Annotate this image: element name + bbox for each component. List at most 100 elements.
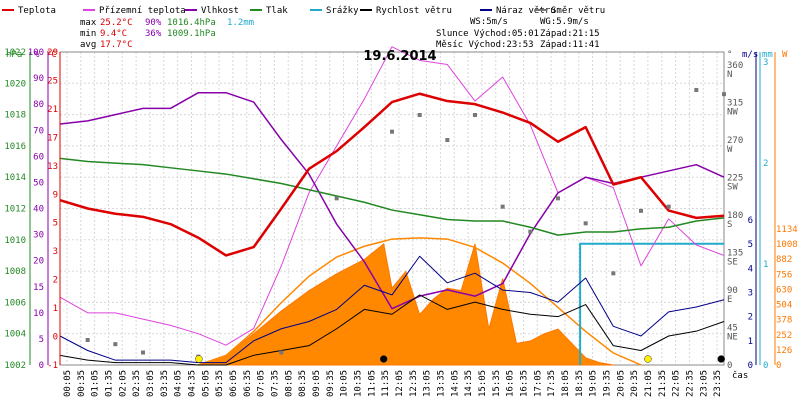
x-axis-label: čas [732, 370, 748, 381]
chart-title: 19.6.2014 [363, 49, 436, 64]
c-unit: °C [46, 50, 57, 60]
x-axis-tick: 07:05 [257, 370, 267, 397]
pct-unit: % [34, 50, 40, 60]
c-axis-tick: 29 [47, 48, 58, 58]
dir-axis-tick-label: NE [727, 333, 738, 343]
x-axis-tick: 03:35 [160, 370, 170, 397]
stats-max-temp: 25.2°C [100, 18, 133, 28]
x-axis-tick: 02:05 [118, 370, 128, 397]
x-axis-tick: 02:35 [132, 370, 142, 397]
hpa-axis-tick: 1004 [4, 330, 26, 340]
w-axis-tick: 504 [776, 301, 792, 311]
w-axis-tick: 756 [776, 270, 792, 280]
w-axis-tick: 1134 [776, 225, 798, 235]
moonrise-marker [379, 355, 388, 363]
sunrise-marker [195, 355, 203, 363]
wind-dir-point [113, 342, 118, 347]
pct-axis-tick: 10 [33, 309, 44, 319]
x-axis-tick: 12:05 [395, 370, 405, 397]
wind-dir-point [85, 338, 90, 342]
w-unit: W [782, 50, 788, 60]
stats-moon-set: Západ:11:41 [540, 40, 600, 50]
pressure-line [59, 157, 725, 236]
wind-dir-point [583, 221, 588, 226]
dir-axis-tick-label: SE [727, 258, 738, 268]
c-axis-tick: 3 [53, 247, 58, 257]
x-axis-tick: 15:35 [492, 370, 502, 397]
w-axis-tick: 882 [776, 255, 792, 265]
w-axis-tick: 1008 [776, 240, 798, 250]
x-axis-tick: 11:05 [367, 370, 377, 397]
dir-axis-tick: 135 [727, 249, 743, 259]
w-axis-tick: 126 [776, 346, 792, 356]
legend-label: Přízemní teplota [99, 6, 186, 16]
pct-axis-tick: 40 [33, 205, 44, 215]
hpa-axis-tick: 1006 [4, 298, 26, 308]
x-axis-tick: 15:05 [478, 370, 488, 397]
legend-label: Rychlost větru [376, 6, 452, 16]
w-axis-tick: 0 [776, 361, 781, 371]
hpa-axis-tick: 1012 [4, 205, 26, 215]
mm-axis-tick: 2 [763, 159, 768, 169]
dir-axis-tick-label: SW [727, 183, 738, 193]
humidity-line [59, 91, 725, 310]
pct-axis-tick: 5 [39, 335, 44, 345]
x-axis-tick: 00:05 [63, 370, 73, 397]
stats-min-label: min [80, 29, 96, 39]
x-axis-tick: 19:05 [589, 370, 599, 397]
hpa-axis-tick: 1010 [4, 236, 26, 246]
c-axis-tick: 25 [47, 76, 58, 86]
x-axis-tick: 06:05 [229, 370, 239, 397]
legend-label: Teplota [18, 6, 56, 16]
dir-axis-tick-label: N [727, 70, 732, 80]
x-axis-tick: 04:35 [187, 370, 197, 397]
wind-dir-point [694, 88, 699, 92]
ms-axis-tick: 3 [748, 289, 753, 299]
x-axis-tick: 07:35 [270, 370, 280, 397]
ms-axis-tick: 2 [748, 313, 753, 323]
x-axis-tick: 23:35 [713, 370, 723, 397]
x-axis-tick: 08:35 [298, 370, 308, 397]
dir-axis-tick: 315 [727, 99, 743, 109]
hpa-axis-tick: 1002 [4, 361, 26, 371]
wind-dir-point [334, 196, 339, 201]
wind-dir-point [279, 350, 284, 355]
moonset-marker [717, 355, 725, 363]
ms-axis-tick: 1 [748, 337, 753, 347]
wind-dir-point [528, 229, 533, 234]
stats-min-hum: 36% [145, 29, 162, 39]
pct-axis-tick: 20 [33, 257, 44, 267]
mm-axis-tick: 3 [763, 58, 768, 68]
dir-axis-tick-label: NW [727, 108, 738, 118]
w-axis-tick: 378 [776, 316, 792, 326]
wind-dir-point [141, 350, 145, 355]
x-axis-tick: 13:35 [436, 370, 446, 397]
wind-dir-point [390, 129, 394, 134]
ms-axis-tick: 6 [748, 216, 753, 226]
dir-axis-tick: 270 [727, 136, 743, 146]
legend-label: Tlak [266, 6, 288, 16]
x-axis-tick: 10:35 [353, 370, 363, 397]
x-axis-tick: 20:35 [630, 370, 640, 397]
pct-axis-tick: 70 [33, 126, 44, 136]
pct-axis-tick: 0 [39, 361, 44, 371]
x-axis-tick: 14:35 [464, 370, 474, 397]
stats-max-rain: 1.2mm [227, 18, 254, 28]
stats-wg: WG:5.9m/s [540, 17, 589, 27]
pct-axis-tick: 60 [33, 152, 44, 162]
x-axis-tick: 08:05 [284, 370, 294, 397]
legend-label: Vlhkost [201, 6, 239, 16]
c-axis-tick: 9 [53, 190, 58, 200]
ground-temp-line [59, 46, 725, 346]
c-axis-tick: 21 [47, 105, 58, 115]
x-axis-tick: 09:05 [312, 370, 322, 397]
ms-axis-tick: 4 [748, 264, 753, 274]
x-axis-tick: 11:35 [381, 370, 391, 397]
axes: 1002100410061008101010121014101610181020… [4, 48, 797, 397]
temperature-line [59, 92, 725, 257]
x-axis-tick: 17:05 [533, 370, 543, 397]
wind-dir-point [556, 196, 560, 201]
pct-axis-tick: 80 [33, 100, 44, 110]
x-axis-tick: 12:35 [409, 370, 419, 397]
pct-axis-tick: 50 [33, 178, 44, 188]
